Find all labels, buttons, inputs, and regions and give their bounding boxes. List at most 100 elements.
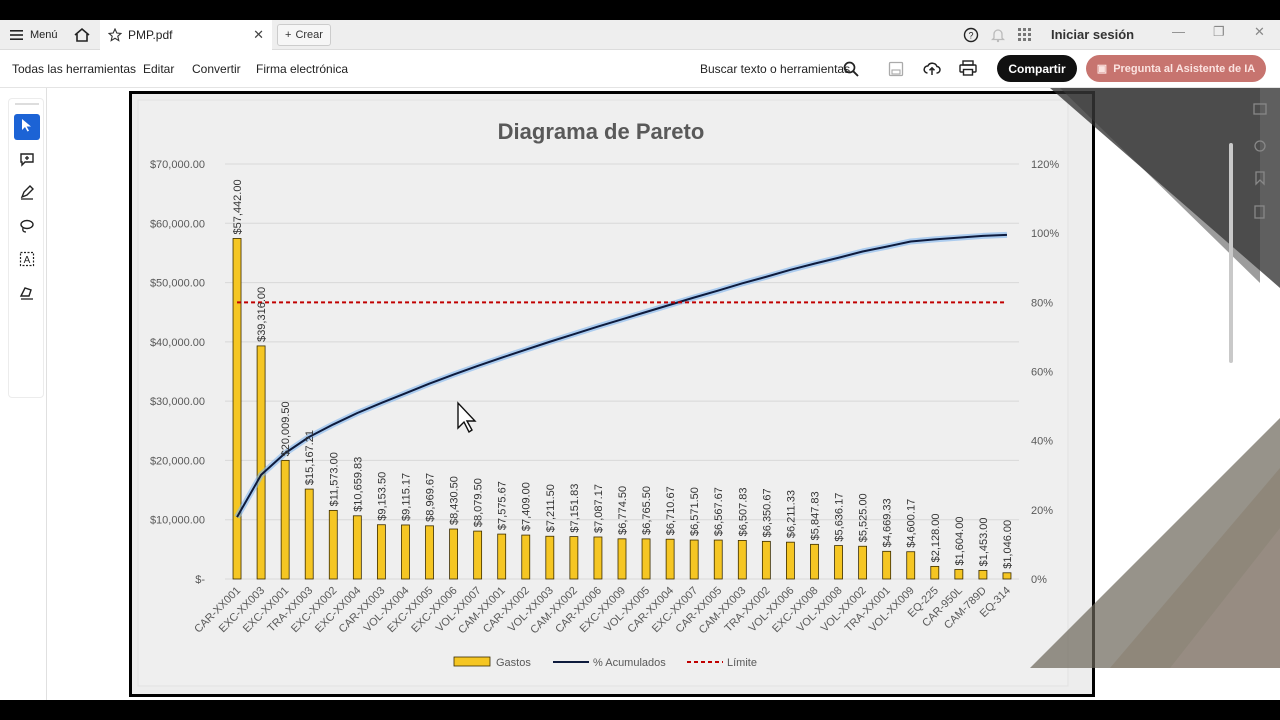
- signin-link[interactable]: Iniciar sesión: [1051, 27, 1135, 42]
- cumulative-line: [236, 233, 1008, 518]
- bar: [401, 524, 410, 580]
- svg-text:?: ?: [968, 31, 973, 41]
- search-tools-label[interactable]: Buscar texto o herramientas: [700, 62, 851, 76]
- bar: [425, 525, 434, 580]
- lasso-icon: [19, 218, 35, 239]
- text-tool[interactable]: A: [14, 248, 40, 274]
- signature-pen-icon: [19, 284, 35, 305]
- bar: [882, 550, 892, 580]
- y-left-tick-label: $30,000.00: [150, 396, 205, 408]
- bar: [617, 538, 627, 580]
- menu-convert[interactable]: Convertir: [192, 62, 241, 76]
- link-icon[interactable]: [1252, 138, 1268, 154]
- y-left-tick-label: $70,000.00: [150, 159, 205, 171]
- search-icon[interactable]: [843, 61, 859, 77]
- tab-document[interactable]: PMP.pdf ✕: [100, 20, 272, 50]
- y-right-tick-label: 40%: [1031, 436, 1053, 448]
- data-label: $6,571.50: [689, 487, 701, 536]
- print-icon[interactable]: [959, 60, 977, 76]
- bar: [256, 345, 266, 580]
- minimize-icon[interactable]: —: [1172, 24, 1185, 39]
- ai-assistant-label: Pregunta al Asistente de IA: [1113, 62, 1256, 75]
- bar: [352, 515, 362, 580]
- data-label: $6,211.33: [785, 490, 797, 538]
- menu-all-tools[interactable]: Todas las herramientas: [12, 62, 137, 76]
- data-label: $8,079.50: [473, 478, 485, 527]
- data-label: $7,151.83: [569, 484, 581, 533]
- ai-chat-icon: ▣: [1096, 63, 1108, 75]
- menu-button[interactable]: Menú: [10, 20, 58, 50]
- text-box-icon: A: [19, 251, 35, 272]
- upload-cloud-icon[interactable]: [923, 60, 941, 76]
- bookmark-icon[interactable]: [1252, 170, 1268, 186]
- y-left-tick-label: $40,000.00: [150, 337, 205, 349]
- data-label: $10,659.83: [352, 457, 364, 512]
- y-right-tick-label: 120%: [1031, 159, 1059, 171]
- data-label: $7,087.17: [593, 484, 605, 533]
- comments-panel-icon[interactable]: [1252, 102, 1268, 118]
- menu-esign[interactable]: Firma electrónica: [256, 62, 349, 76]
- tab-title: PMP.pdf: [128, 28, 173, 42]
- highlight-tool[interactable]: [14, 181, 40, 207]
- tools-toolbar: Todas las herramientas Editar Convertir …: [0, 50, 1280, 88]
- data-label: $5,847.83: [809, 491, 821, 540]
- bar: [593, 536, 603, 580]
- chart-area-border: [137, 99, 1069, 687]
- comment-tool[interactable]: [14, 148, 40, 174]
- bar: [665, 538, 675, 580]
- share-button[interactable]: Compartir: [997, 55, 1077, 82]
- bar: [1002, 572, 1012, 580]
- data-label: $8,430.50: [449, 476, 461, 525]
- y-right-tick-label: 20%: [1031, 505, 1053, 517]
- bar: [930, 565, 940, 580]
- create-label: Crear: [295, 29, 323, 41]
- quick-tools-panel: A: [8, 98, 44, 398]
- bar: [978, 569, 988, 580]
- sign-tool[interactable]: [14, 281, 40, 307]
- data-label: $4,669.33: [882, 498, 894, 547]
- svg-text:A: A: [24, 255, 31, 266]
- close-icon[interactable]: ✕: [253, 27, 264, 42]
- bar: [545, 535, 555, 580]
- bell-icon[interactable]: [991, 27, 1005, 43]
- save-icon[interactable]: [888, 61, 904, 77]
- menu-edit[interactable]: Editar: [143, 62, 175, 76]
- data-label: $7,575.67: [497, 481, 509, 530]
- y-left-tick-label: $50,000.00: [150, 278, 205, 290]
- legend-label-limit: Límite: [727, 657, 757, 669]
- home-icon[interactable]: [72, 26, 92, 44]
- star-icon[interactable]: [108, 28, 122, 42]
- y-right-tick-label: 0%: [1031, 574, 1047, 586]
- help-icon[interactable]: ?: [963, 27, 979, 43]
- bar: [761, 540, 771, 580]
- panel-divider: [15, 103, 39, 105]
- data-label: $20,009.50: [280, 401, 292, 456]
- bar: [810, 543, 819, 580]
- cursor-arrow-icon: [21, 118, 33, 137]
- restore-icon[interactable]: ❐: [1213, 24, 1225, 39]
- data-label: $6,710.67: [665, 486, 677, 535]
- data-label: $39,316.00: [256, 287, 268, 342]
- data-label: $5,525.00: [858, 493, 870, 542]
- draw-tool[interactable]: [14, 215, 40, 241]
- bar: [858, 545, 868, 580]
- select-tool[interactable]: [14, 114, 40, 140]
- y-right-tick-label: 80%: [1031, 297, 1053, 309]
- tab-bar: Menú PMP.pdf ✕ + Crear ? Iniciar sesión …: [0, 20, 1280, 50]
- right-rail: [1240, 88, 1280, 720]
- pages-icon[interactable]: [1252, 204, 1268, 220]
- bar: [689, 539, 699, 580]
- bar: [376, 524, 386, 580]
- ai-assistant-button[interactable]: ▣ Pregunta al Asistente de IA: [1086, 55, 1266, 82]
- window-close-icon[interactable]: ✕: [1254, 24, 1265, 39]
- data-label: $2,128.00: [930, 513, 942, 562]
- data-label: $1,604.00: [954, 517, 966, 566]
- bar: [449, 528, 458, 580]
- sidebar-divider: [46, 88, 47, 720]
- apps-grid-icon[interactable]: [1018, 28, 1032, 42]
- bar: [473, 530, 483, 580]
- vertical-scrollbar[interactable]: [1229, 143, 1233, 363]
- data-label: $9,153.50: [376, 472, 388, 521]
- create-button[interactable]: + Crear: [277, 24, 331, 46]
- screen-top-edge: [0, 0, 1280, 20]
